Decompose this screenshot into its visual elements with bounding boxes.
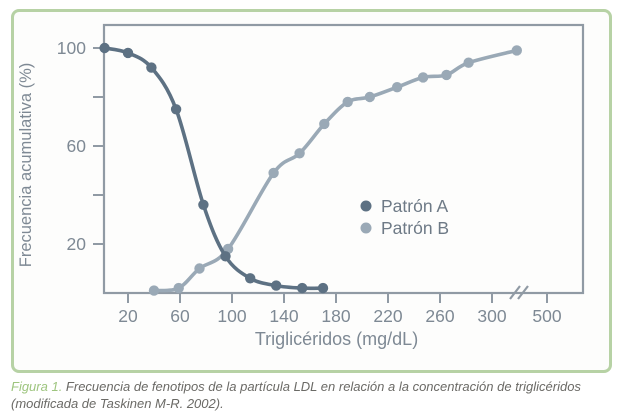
patr-n-b-point: [148, 285, 160, 296]
x-axis-label: Triglicéridos (mg/dL): [255, 329, 418, 349]
patr-n-a-line: [102, 46, 325, 291]
patr-n-b-line: [152, 48, 519, 293]
patr-n-b-point: [294, 148, 305, 159]
figure-caption: Figura 1. Frecuencia de fenotipos de la …: [11, 378, 617, 412]
patr-n-a-point: [245, 273, 256, 284]
x-tick-label: 300: [477, 306, 506, 326]
patr-n-a-point: [170, 104, 182, 115]
y-tick-label: 20: [67, 234, 87, 254]
patr-n-a-point: [198, 199, 209, 210]
patr-n-b-point: [268, 167, 279, 179]
patr-n-b-point: [511, 45, 522, 56]
patr-n-b-point: [441, 69, 452, 81]
plot-frame: [102, 23, 585, 295]
legend-dot-patr-n-b: [360, 222, 372, 234]
patr-n-a-point: [317, 282, 329, 294]
y-tick-label: 100: [57, 38, 86, 58]
patr-n-a-point: [146, 62, 157, 73]
y-axis-label: Frecuencia acumulativa (%): [17, 63, 35, 268]
patr-n-b-point: [391, 82, 403, 93]
x-tick-label: 260: [425, 306, 454, 326]
x-tick-label: 100: [217, 306, 246, 326]
patr-n-b-point: [194, 263, 205, 274]
patr-n-b-point: [342, 96, 353, 108]
patr-n-a-point: [220, 251, 231, 262]
x-tick-label: 60: [170, 306, 190, 326]
x-tick-label: 180: [321, 306, 350, 326]
patr-n-b-point: [173, 282, 184, 294]
y-tick-label: 60: [67, 136, 87, 156]
x-tick-label: 20: [118, 306, 138, 326]
x-tick-label: 140: [269, 306, 298, 326]
axis-break-mark: [517, 285, 529, 300]
legend-label-patr-n-a: Patrón A: [381, 196, 448, 216]
patr-n-a-point: [271, 280, 282, 291]
patr-n-a-point: [297, 282, 308, 294]
patr-n-b-point: [319, 118, 330, 130]
patr-n-b-point: [364, 91, 375, 103]
patr-n-b-point: [417, 72, 429, 83]
axis-break-mark: [509, 285, 521, 300]
legend-label-patr-n-b: Patrón B: [381, 218, 449, 238]
patr-n-a-point: [122, 47, 134, 59]
legend-dot-patr-n-a: [360, 200, 372, 212]
figure-border-box: [11, 9, 612, 373]
figure-caption-body: Frecuencia de fenotipos de la partícula …: [11, 379, 581, 412]
figure-caption-label: Figura 1.: [11, 379, 63, 394]
patr-n-a-point: [99, 42, 110, 54]
x-tick-label: 220: [373, 306, 402, 326]
patr-n-b-point: [463, 57, 474, 68]
x-tick-label: 500: [532, 306, 561, 326]
